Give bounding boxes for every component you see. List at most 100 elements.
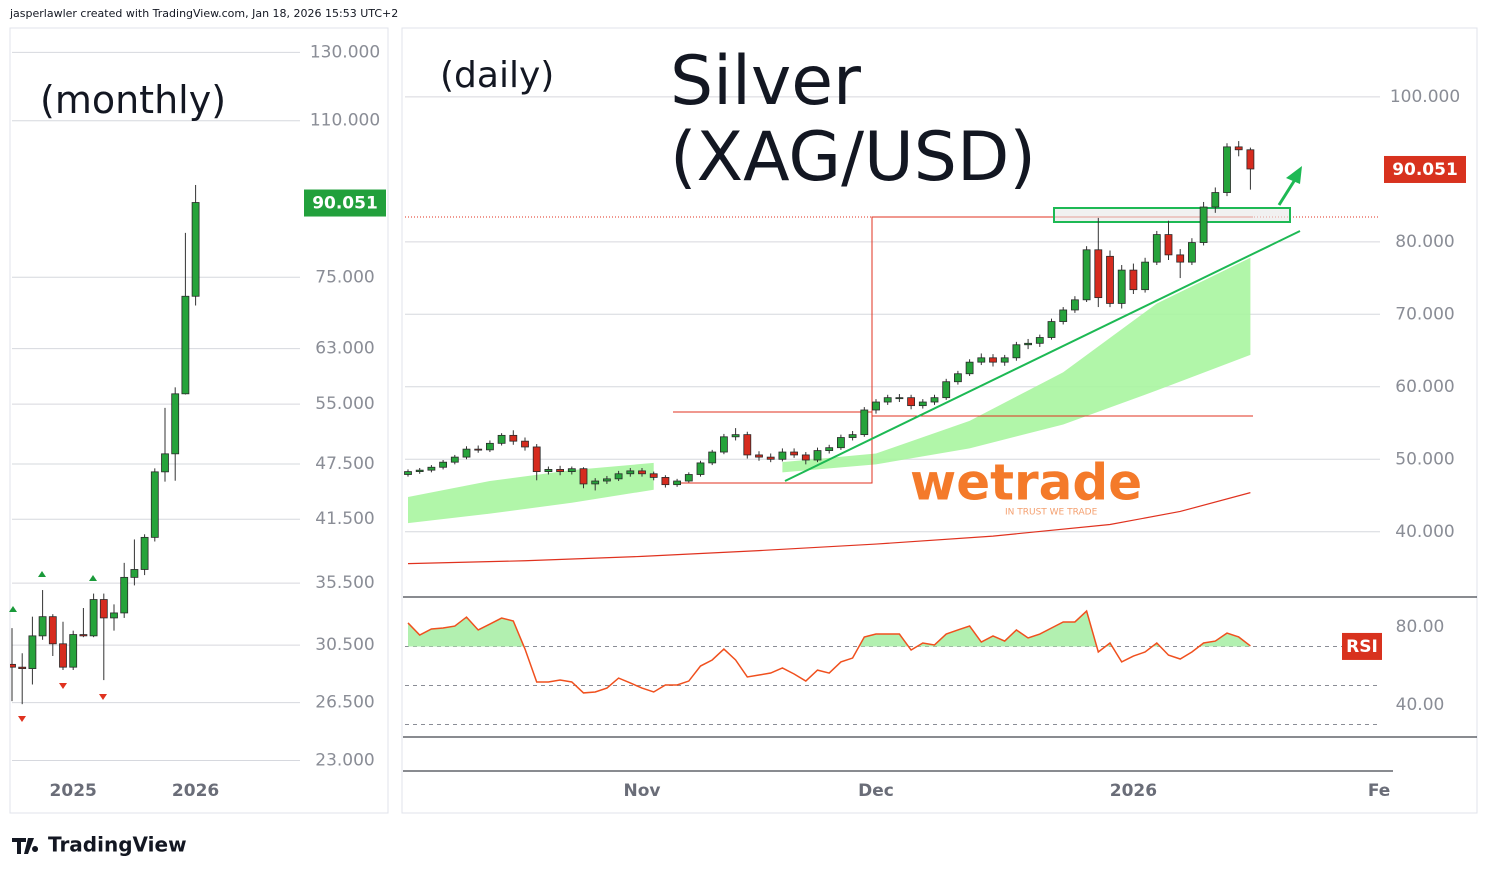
candle-body bbox=[1024, 342, 1032, 346]
y-tick-label: 75.000 bbox=[315, 267, 374, 287]
candle-body bbox=[825, 447, 834, 451]
candle-body bbox=[79, 634, 88, 637]
rsi-pane bbox=[405, 609, 1380, 726]
daily-title: Silver (XAG/USD) bbox=[670, 42, 1036, 197]
candle-body bbox=[89, 599, 98, 637]
candle-body bbox=[731, 434, 740, 438]
labels: 130.000 110.000 75.000 63.000 55.000 47.500 41… bbox=[50, 42, 1466, 801]
candle-body bbox=[150, 471, 159, 538]
candle-body bbox=[59, 643, 67, 668]
arrow-shaft bbox=[1277, 177, 1298, 206]
candle-body bbox=[790, 451, 798, 456]
y-tick-label: 35.500 bbox=[315, 573, 374, 593]
candle-body bbox=[140, 536, 149, 570]
candle-body bbox=[10, 663, 16, 668]
candle-body bbox=[532, 446, 541, 473]
candle-body bbox=[708, 451, 717, 464]
candle-body bbox=[544, 469, 553, 473]
candle-body bbox=[1012, 344, 1021, 359]
x-tick-label: 2026 bbox=[1110, 781, 1157, 801]
candle-body bbox=[1035, 337, 1044, 344]
candle-body bbox=[1199, 206, 1208, 243]
candle-body bbox=[450, 456, 459, 463]
candle-body bbox=[191, 202, 200, 297]
y-tick-label: 47.500 bbox=[315, 454, 374, 474]
monthly-grid bbox=[12, 51, 300, 762]
candle-body bbox=[1117, 269, 1126, 304]
x-tick-label: Fe bbox=[1368, 781, 1390, 801]
y-tick-label: 100.000 bbox=[1390, 87, 1460, 107]
candle-body bbox=[1141, 261, 1149, 291]
candle-body bbox=[474, 448, 483, 451]
candle-body bbox=[161, 453, 169, 473]
y-tick-label: 130.000 bbox=[310, 42, 380, 62]
x-tick-label: 2025 bbox=[50, 781, 97, 801]
candle-body bbox=[1129, 269, 1138, 291]
y-tick-label: 110.000 bbox=[310, 111, 380, 131]
rsi-tick-label: 80.00 bbox=[1396, 617, 1445, 637]
arrow-head bbox=[1286, 166, 1302, 184]
candle-body bbox=[743, 434, 752, 456]
x-tick-label: Nov bbox=[624, 781, 661, 801]
candle-body bbox=[567, 468, 576, 473]
candle-body bbox=[1152, 234, 1161, 263]
price-badge bbox=[304, 189, 386, 217]
candle-body bbox=[38, 616, 47, 637]
candle-body bbox=[1176, 254, 1185, 263]
candle-body bbox=[860, 409, 869, 436]
candle-body bbox=[521, 440, 529, 448]
candle-body bbox=[918, 401, 927, 407]
candle-body bbox=[930, 397, 939, 403]
candle-body bbox=[603, 478, 611, 482]
candle-body bbox=[509, 434, 518, 442]
candle-body bbox=[1094, 249, 1103, 299]
candle-body bbox=[1000, 357, 1009, 363]
daily-candles bbox=[404, 141, 1255, 491]
footer-logo-icon bbox=[12, 838, 39, 854]
candle-body bbox=[989, 357, 997, 363]
candle-body bbox=[907, 397, 915, 407]
watermark-tagline: IN TRUST WE TRADE bbox=[1005, 508, 1098, 518]
candle-body bbox=[1071, 299, 1079, 311]
watermark-logo: wetrade bbox=[910, 454, 1142, 512]
candle-body bbox=[591, 480, 600, 485]
candle-body bbox=[556, 469, 564, 473]
candle-body bbox=[462, 448, 471, 458]
candle-body bbox=[120, 576, 129, 614]
trend-line bbox=[784, 230, 1301, 482]
candle-body bbox=[673, 480, 681, 486]
x-tick-label: 2026 bbox=[172, 781, 219, 801]
candle-body bbox=[766, 456, 775, 460]
price-badge-label: 90.051 bbox=[1392, 160, 1458, 180]
rsi-overbought-fill bbox=[408, 611, 1251, 647]
candle-body bbox=[18, 666, 27, 669]
cloud bbox=[408, 462, 654, 524]
candle-body bbox=[171, 393, 180, 455]
y-tick-label: 23.000 bbox=[315, 751, 374, 771]
candle-body bbox=[942, 381, 951, 399]
x-tick-label: Dec bbox=[858, 781, 894, 801]
price-badge bbox=[1384, 155, 1466, 183]
y-tick-label: 80.000 bbox=[1395, 232, 1454, 252]
monthly-frame bbox=[9, 27, 389, 814]
candle-body bbox=[755, 454, 763, 458]
y-tick-label: 63.000 bbox=[315, 339, 374, 359]
candle-body bbox=[614, 473, 623, 480]
candle-body bbox=[1188, 242, 1196, 263]
footer-brand: TradingView bbox=[48, 833, 187, 857]
y-tick-label: 55.000 bbox=[315, 394, 374, 414]
y-tick-label: 41.500 bbox=[315, 509, 374, 529]
candle-body bbox=[813, 450, 822, 461]
breakout-zone bbox=[1053, 207, 1291, 223]
candle-body bbox=[99, 599, 108, 619]
candle-body bbox=[439, 461, 448, 468]
candle-body bbox=[638, 470, 646, 475]
candle-body bbox=[1106, 255, 1114, 304]
candle-body bbox=[837, 437, 845, 449]
candle-body bbox=[684, 474, 693, 482]
candle-body bbox=[181, 295, 190, 395]
candle-body bbox=[110, 612, 118, 619]
price-badge-label: 90.051 bbox=[312, 194, 378, 214]
